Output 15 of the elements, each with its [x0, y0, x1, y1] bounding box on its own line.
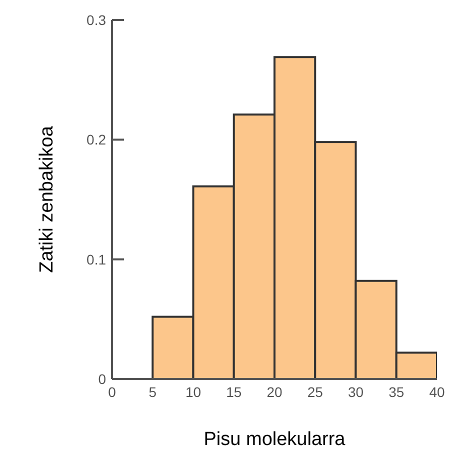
x-tick-label: 10 — [185, 384, 202, 400]
y-axis-title: Zatiki zenbakikoa — [36, 126, 58, 273]
x-tick-label: 0 — [108, 384, 116, 400]
x-tick-label: 25 — [307, 384, 324, 400]
x-tick-label: 15 — [226, 384, 242, 400]
y-tick-label: 0.3 — [86, 12, 106, 28]
y-tick-label: 0 — [98, 370, 106, 387]
x-tick-label: 20 — [266, 384, 282, 400]
y-tick-label: 0.1 — [86, 251, 106, 268]
x-tick-label: 35 — [388, 384, 404, 400]
x-tick-label: 30 — [348, 384, 364, 400]
x-tick-label: 5 — [148, 384, 157, 400]
y-tick-label: 0.2 — [86, 132, 106, 148]
x-axis-title: Pisu molekularra — [204, 429, 346, 450]
x-tick-label: 40 — [429, 384, 445, 400]
